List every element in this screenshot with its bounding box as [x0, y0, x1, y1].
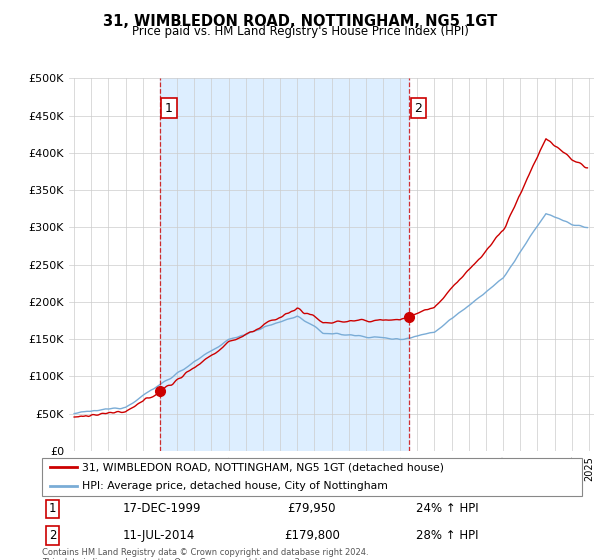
Text: 17-DEC-1999: 17-DEC-1999 — [123, 502, 202, 515]
Text: 31, WIMBLEDON ROAD, NOTTINGHAM, NG5 1GT: 31, WIMBLEDON ROAD, NOTTINGHAM, NG5 1GT — [103, 14, 497, 29]
Text: 1: 1 — [165, 102, 173, 115]
Text: £179,800: £179,800 — [284, 529, 340, 542]
FancyBboxPatch shape — [42, 458, 582, 496]
Text: £79,950: £79,950 — [288, 502, 336, 515]
Text: 1: 1 — [49, 502, 56, 515]
Bar — [160, 78, 409, 451]
Text: 11-JUL-2014: 11-JUL-2014 — [123, 529, 196, 542]
Text: Price paid vs. HM Land Registry's House Price Index (HPI): Price paid vs. HM Land Registry's House … — [131, 25, 469, 38]
Text: HPI: Average price, detached house, City of Nottingham: HPI: Average price, detached house, City… — [83, 481, 388, 491]
Text: 28% ↑ HPI: 28% ↑ HPI — [416, 529, 478, 542]
Text: 31, WIMBLEDON ROAD, NOTTINGHAM, NG5 1GT (detached house): 31, WIMBLEDON ROAD, NOTTINGHAM, NG5 1GT … — [83, 462, 445, 472]
Text: Contains HM Land Registry data © Crown copyright and database right 2024.
This d: Contains HM Land Registry data © Crown c… — [42, 548, 368, 560]
Text: 24% ↑ HPI: 24% ↑ HPI — [416, 502, 478, 515]
Text: 2: 2 — [49, 529, 56, 542]
Text: 2: 2 — [415, 102, 422, 115]
